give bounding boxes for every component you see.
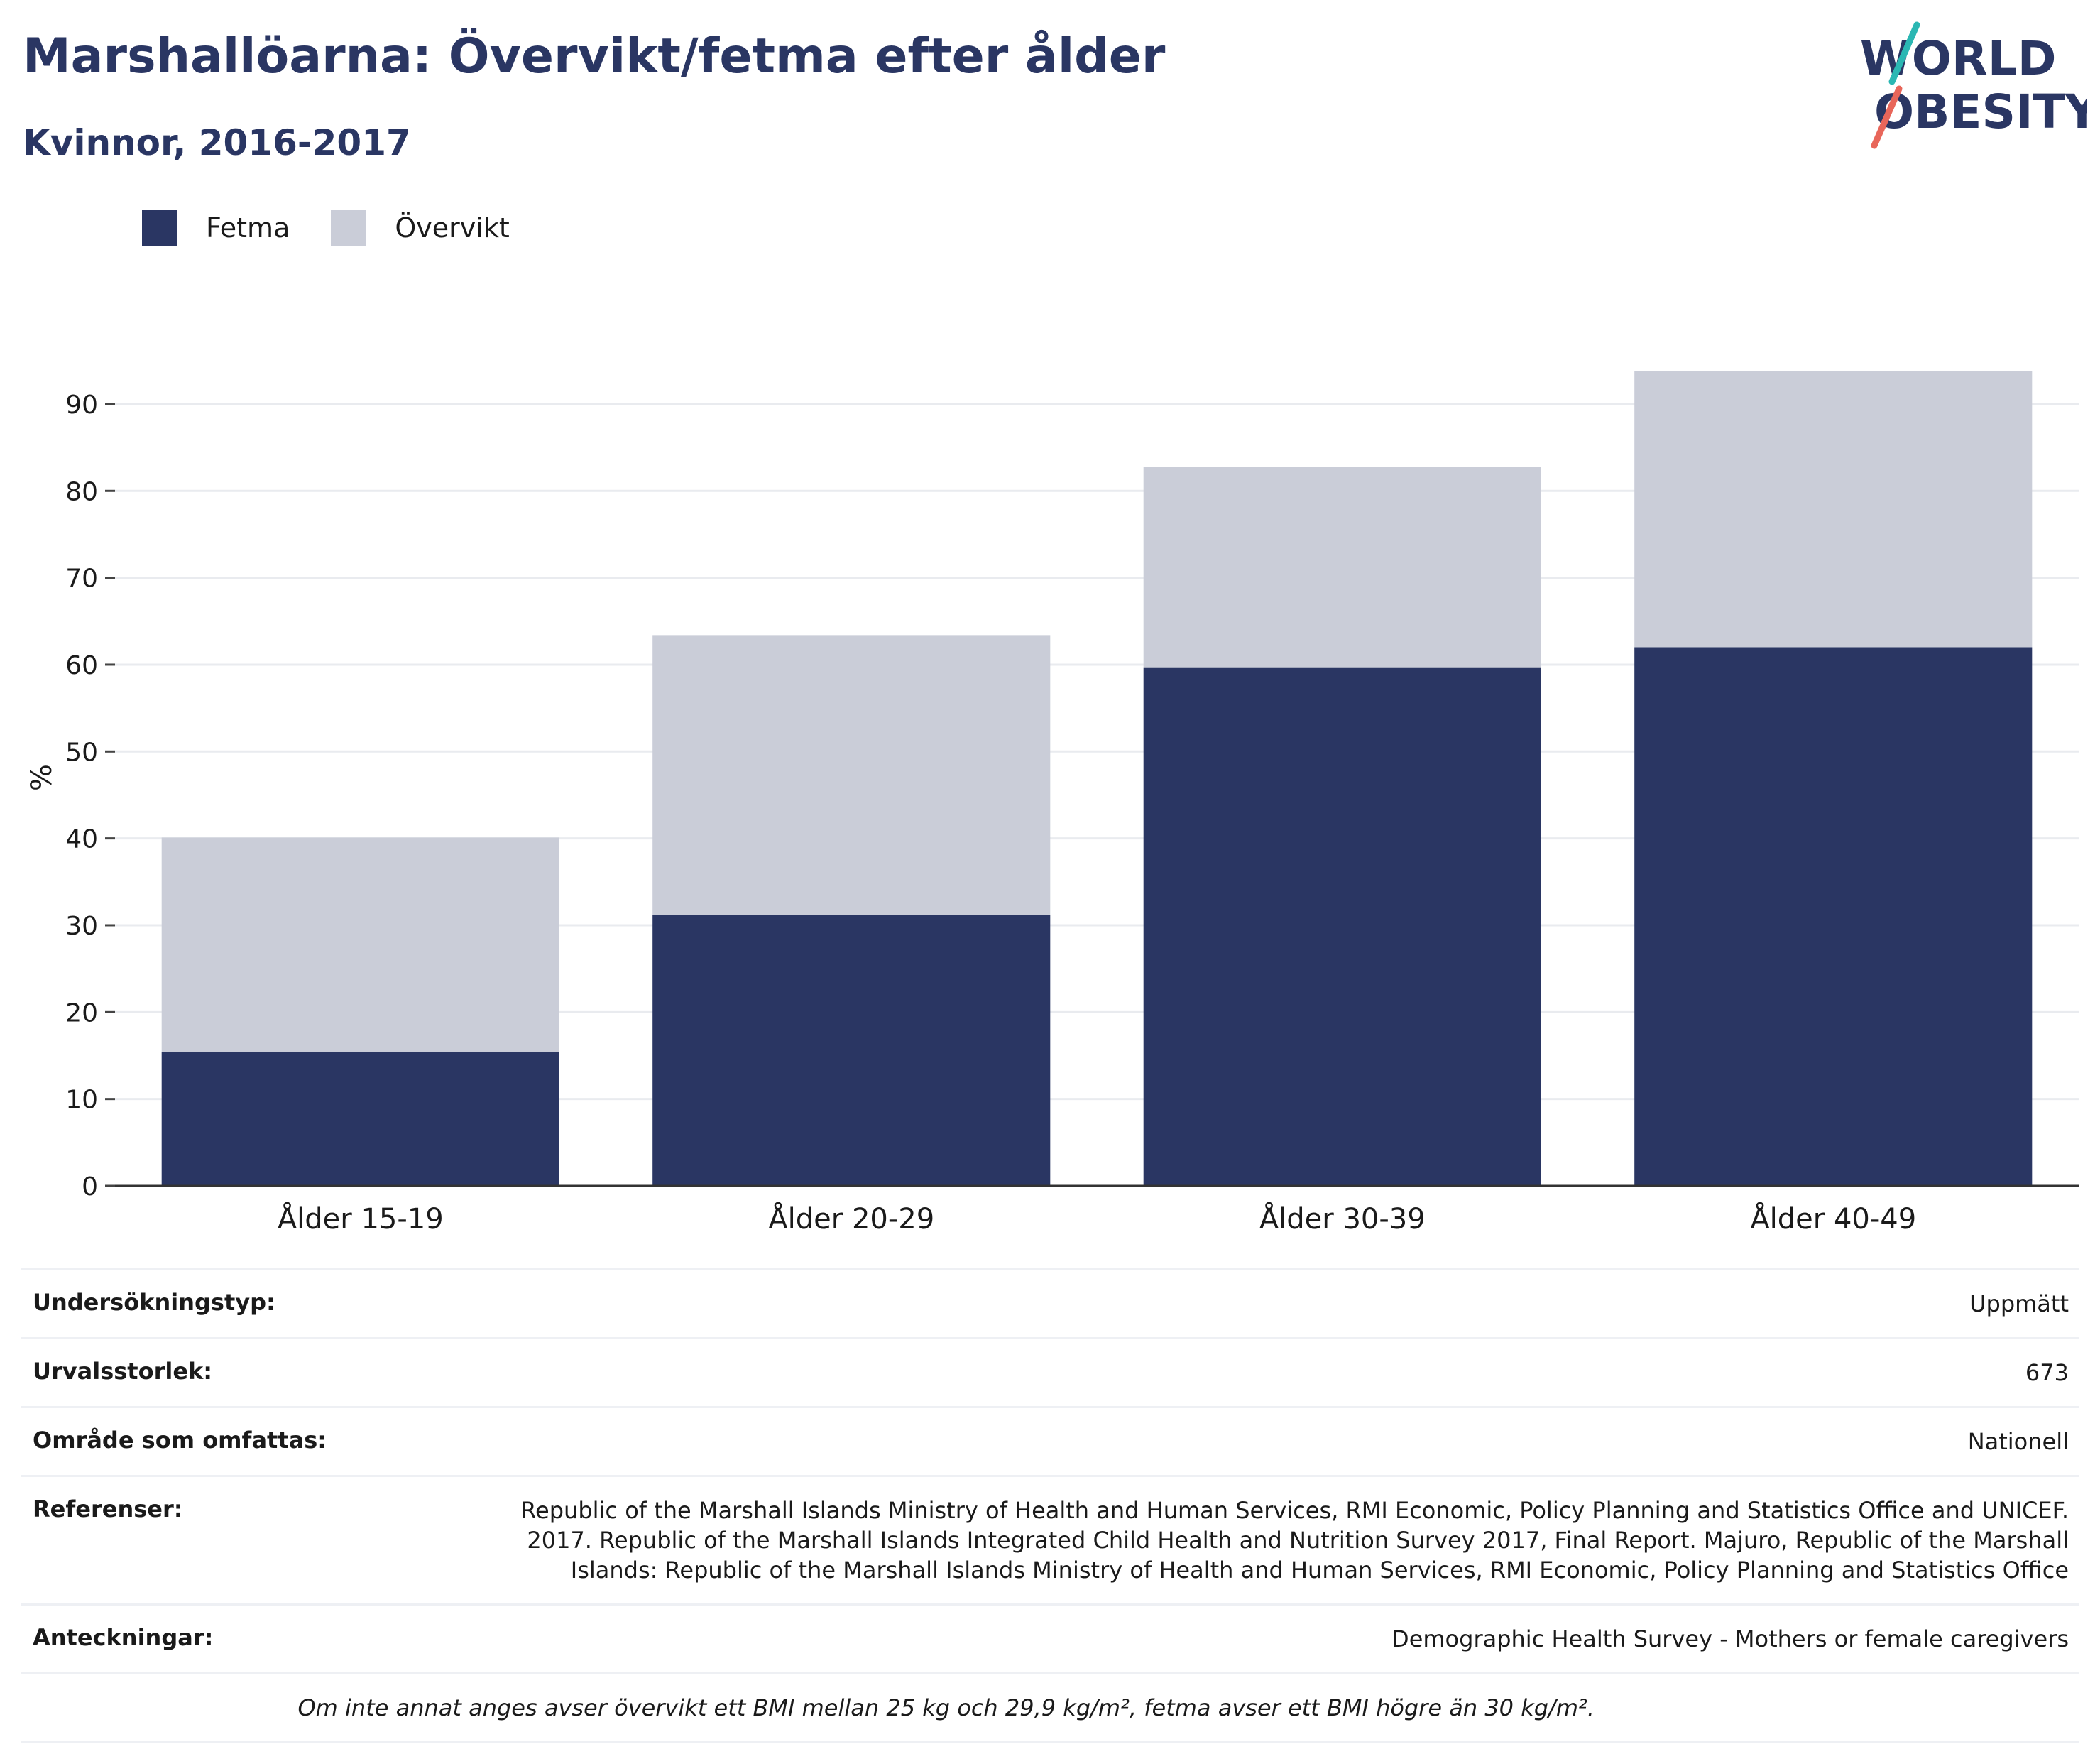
- logo-text-world: WORLD: [1860, 31, 2057, 86]
- legend-item-fetma[interactable]: Fetma: [142, 210, 290, 246]
- info-value: Nationell: [1967, 1428, 2069, 1455]
- y-tick-label: 80: [65, 477, 98, 506]
- x-tick-label: Ålder 40-49: [1750, 1202, 1916, 1236]
- y-tick-label: 50: [65, 738, 98, 767]
- legend-swatch-fetma: [142, 210, 177, 246]
- y-tick-label: 70: [65, 565, 98, 594]
- page-title: Marshallöarna: Övervikt/fetma efter ålde…: [23, 28, 1166, 85]
- info-row-survey-type: Undersökningstyp: Uppmätt: [21, 1268, 2079, 1337]
- bar-overvikt-1: [161, 837, 559, 1052]
- legend-label-overvikt: Övervikt: [395, 212, 510, 244]
- y-tick-label: 30: [65, 912, 98, 941]
- y-tick-label: 60: [65, 651, 98, 680]
- info-value: 673: [2025, 1359, 2069, 1386]
- bar-overvikt-4: [1634, 371, 2033, 648]
- y-tick-label: 10: [65, 1086, 98, 1115]
- bar-overvikt-2: [652, 635, 1051, 915]
- world-obesity-logo: WORLD OBESITY: [1860, 21, 2087, 149]
- info-label: Område som omfattas:: [33, 1427, 327, 1454]
- info-table: Undersökningstyp: Uppmätt Urvalsstorlek:…: [21, 1268, 2079, 1743]
- info-row-sample-size: Urvalsstorlek: 673: [21, 1337, 2079, 1406]
- logo-text-obesity: OBESITY: [1874, 85, 2087, 139]
- bar-fetma-3: [1143, 667, 1541, 1186]
- page-subtitle: Kvinnor, 2016-2017: [23, 122, 411, 163]
- info-label: Referenser:: [33, 1495, 183, 1522]
- info-value: Uppmätt: [1969, 1290, 2069, 1317]
- bar-fetma-4: [1634, 647, 2033, 1186]
- y-tick-label: 0: [82, 1172, 98, 1202]
- x-tick-label: Ålder 30-39: [1259, 1202, 1426, 1236]
- info-row-footnote: Om inte annat anges avser övervikt ett B…: [21, 1672, 2079, 1743]
- y-axis-label: %: [26, 764, 58, 791]
- logo-slash-teal: [1888, 21, 1920, 85]
- y-tick-label: 40: [65, 825, 98, 854]
- info-value: Republic of the Marshall Islands Ministr…: [520, 1497, 2069, 1584]
- info-row-notes: Anteckningar: Demographic Health Survey …: [21, 1603, 2079, 1672]
- bar-fetma-1: [161, 1052, 559, 1186]
- legend-label-fetma: Fetma: [206, 212, 290, 244]
- info-row-coverage: Område som omfattas: Nationell: [21, 1406, 2079, 1475]
- bar-fetma-2: [652, 915, 1051, 1186]
- info-label: Anteckningar:: [33, 1624, 214, 1651]
- chart-legend: Fetma Övervikt: [142, 210, 551, 246]
- footnote-text: Om inte annat anges avser övervikt ett B…: [297, 1694, 1595, 1721]
- info-label: Undersökningstyp:: [33, 1289, 275, 1316]
- info-row-references: Referenser: Republic of the Marshall Isl…: [21, 1475, 2079, 1603]
- y-tick-label: 20: [65, 998, 98, 1028]
- legend-swatch-overvikt: [331, 210, 367, 246]
- x-tick-label: Ålder 15-19: [278, 1202, 444, 1236]
- stacked-bar-chart: 0 10 20 30 40 50 60 70 80 90% Ålder 15-19 Ålder 20-…: [26, 371, 2079, 1236]
- info-value: Demographic Health Survey - Mothers or f…: [1391, 1625, 2069, 1652]
- bar-overvikt-3: [1143, 467, 1541, 668]
- x-tick-label: Ålder 20-29: [768, 1202, 934, 1236]
- info-label: Urvalsstorlek:: [33, 1358, 213, 1385]
- y-tick-label: 90: [65, 391, 98, 420]
- logo-slash-red: [1871, 85, 1903, 149]
- legend-item-overvikt[interactable]: Övervikt: [331, 210, 510, 246]
